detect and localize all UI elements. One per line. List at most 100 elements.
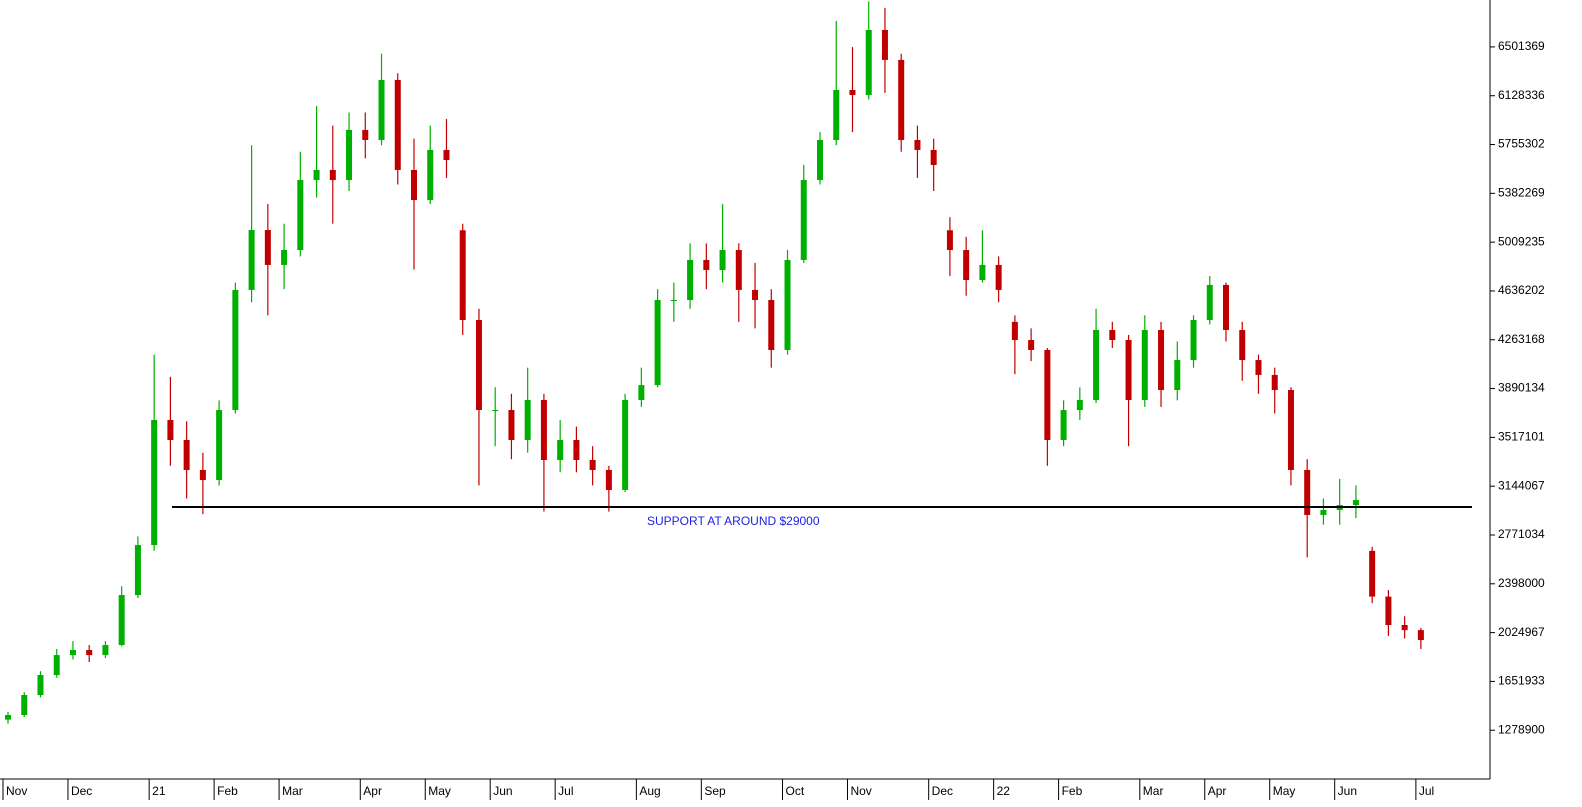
x-tick-label: Feb bbox=[217, 784, 238, 798]
candle-body bbox=[1255, 360, 1262, 375]
y-tick-label: 3517101 bbox=[1498, 430, 1545, 444]
candle-body bbox=[69, 649, 76, 656]
y-tick-label: 3144067 bbox=[1498, 478, 1545, 492]
candle-body bbox=[638, 385, 645, 400]
x-tick-label: Dec bbox=[71, 784, 92, 798]
candle-body bbox=[849, 90, 856, 95]
x-tick-label: Apr bbox=[363, 784, 382, 798]
candle-body bbox=[573, 440, 580, 461]
candle-body bbox=[1304, 469, 1311, 515]
candle-body bbox=[865, 29, 872, 95]
candle-body bbox=[1320, 510, 1327, 515]
candle-body bbox=[53, 655, 60, 675]
candle-body bbox=[151, 419, 158, 546]
candle-body bbox=[37, 674, 44, 696]
candle-body bbox=[1158, 329, 1165, 391]
candle-body bbox=[199, 469, 206, 481]
x-tick-label: Jul bbox=[558, 784, 573, 798]
x-tick-label: Jun bbox=[1338, 784, 1357, 798]
candle-body bbox=[784, 259, 791, 350]
candle-body bbox=[979, 264, 986, 280]
candle-body bbox=[752, 289, 759, 301]
candle-body bbox=[1417, 630, 1424, 641]
candle-body bbox=[881, 29, 888, 60]
y-tick-label: 4636202 bbox=[1498, 283, 1545, 297]
x-tick-label: Dec bbox=[932, 784, 953, 798]
candle-body bbox=[963, 250, 970, 280]
candle-body bbox=[1060, 410, 1067, 441]
candle-body bbox=[411, 169, 417, 201]
candle-body bbox=[346, 129, 353, 181]
candle-body bbox=[1369, 550, 1376, 597]
candle-body bbox=[540, 399, 547, 461]
candle-body bbox=[914, 139, 921, 150]
candle-body bbox=[248, 230, 255, 290]
candle-body bbox=[1206, 284, 1213, 321]
candle-body bbox=[21, 695, 28, 716]
y-tick-label: 2771034 bbox=[1498, 527, 1545, 541]
x-tick-label: May bbox=[428, 784, 451, 798]
x-tick-label: Oct bbox=[786, 784, 805, 798]
candle-body bbox=[946, 230, 953, 251]
candle-body bbox=[995, 264, 1002, 290]
candle-body bbox=[1109, 329, 1116, 341]
candle-body bbox=[475, 320, 482, 411]
candle-body bbox=[167, 419, 174, 441]
support-label: SUPPORT AT AROUND $29000 bbox=[647, 514, 820, 528]
y-tick-label: 1651933 bbox=[1498, 674, 1545, 688]
candle-body bbox=[1223, 284, 1229, 330]
candle-body bbox=[281, 250, 288, 265]
candle-body bbox=[930, 149, 937, 165]
x-tick-label: Mar bbox=[1143, 784, 1164, 798]
candle-body bbox=[232, 289, 239, 411]
candle-body bbox=[735, 250, 742, 290]
y-tick-label: 5755302 bbox=[1498, 137, 1545, 151]
candle-body bbox=[1287, 390, 1294, 470]
x-tick-label: 21 bbox=[152, 784, 166, 798]
candle-body bbox=[687, 259, 694, 301]
candle-body bbox=[1141, 329, 1148, 400]
x-tick-label: Apr bbox=[1208, 784, 1227, 798]
candle-body bbox=[1352, 500, 1359, 506]
x-tick-label: Jun bbox=[493, 784, 512, 798]
candle-body bbox=[1239, 329, 1246, 361]
candle-body bbox=[313, 169, 320, 181]
candle-body bbox=[1011, 321, 1018, 341]
candle-body bbox=[1174, 360, 1181, 391]
candle-body bbox=[1271, 374, 1278, 391]
candle-body bbox=[1385, 596, 1392, 626]
candle-body bbox=[654, 300, 661, 386]
y-tick-label: 6501369 bbox=[1498, 39, 1545, 53]
candle-body bbox=[118, 595, 125, 646]
y-tick-label: 5009235 bbox=[1498, 234, 1545, 248]
candle-body bbox=[443, 149, 450, 161]
candle-body bbox=[557, 440, 564, 461]
candle-body bbox=[1190, 320, 1197, 361]
candle-body bbox=[216, 410, 223, 481]
x-tick-label: Nov bbox=[850, 784, 871, 798]
candle-body bbox=[703, 259, 710, 271]
y-tick-label: 4263168 bbox=[1498, 332, 1545, 346]
y-tick-label: 5382269 bbox=[1498, 186, 1545, 200]
x-tick-label: 22 bbox=[997, 784, 1011, 798]
candle-body bbox=[5, 715, 11, 720]
candle-body bbox=[524, 399, 531, 441]
candle-body bbox=[102, 645, 109, 656]
candle-body bbox=[768, 300, 775, 350]
x-tick-label: Jul bbox=[1419, 784, 1434, 798]
candle-body bbox=[1076, 399, 1083, 411]
candle-body bbox=[1028, 340, 1035, 350]
candle-body bbox=[833, 90, 840, 140]
candle-body bbox=[1401, 625, 1408, 631]
candle-body bbox=[378, 79, 385, 140]
y-tick-label: 1278900 bbox=[1498, 722, 1545, 736]
x-tick-label: Mar bbox=[282, 784, 303, 798]
x-tick-label: Feb bbox=[1062, 784, 1083, 798]
candle-body bbox=[800, 180, 807, 260]
candle-body bbox=[719, 250, 726, 271]
candle-body bbox=[1125, 340, 1132, 400]
candle-body bbox=[605, 469, 612, 490]
candle-body bbox=[394, 79, 401, 170]
